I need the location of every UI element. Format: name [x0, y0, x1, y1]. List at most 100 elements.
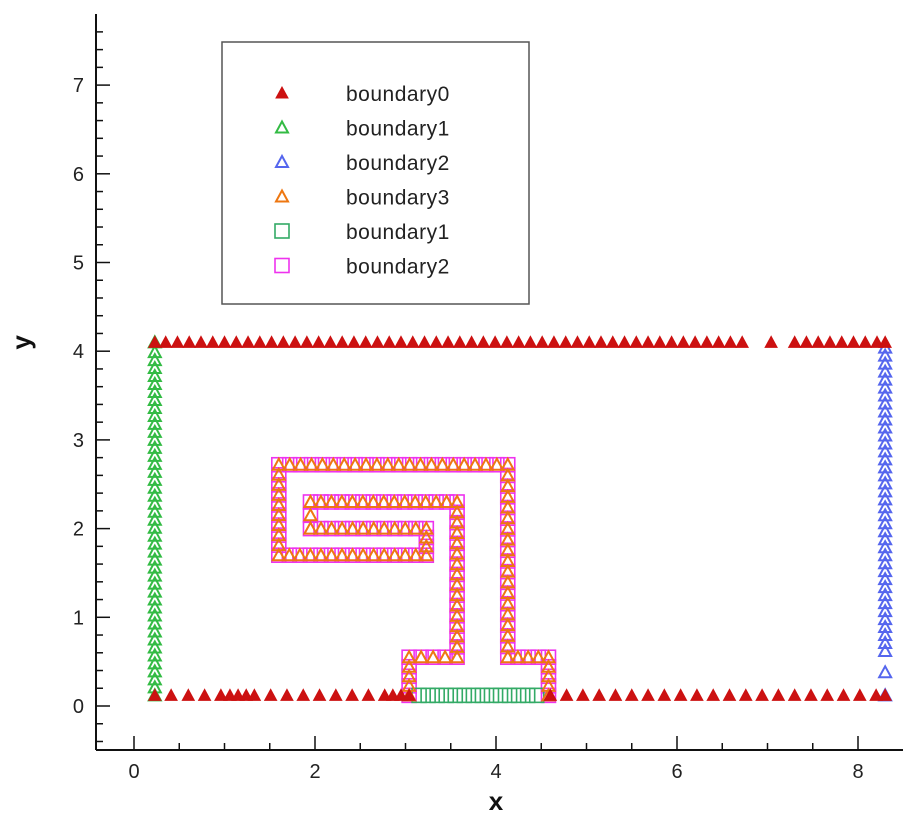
legend-marker: [274, 257, 290, 274]
data-point: [489, 456, 505, 471]
data-point: [547, 335, 561, 348]
data-point: [147, 567, 163, 582]
x-tick-label: 8: [852, 761, 863, 783]
data-point: [394, 335, 408, 348]
data-point: [263, 688, 278, 701]
data-point: [852, 688, 867, 701]
data-point: [535, 335, 549, 348]
legend-label: boundary3: [346, 187, 450, 210]
data-point: [877, 435, 893, 450]
data-point: [312, 688, 327, 701]
data-point: [387, 547, 403, 562]
legend-marker: [274, 188, 290, 203]
data-point: [391, 456, 407, 471]
data-point: [688, 335, 702, 348]
data-point: [877, 595, 893, 610]
data-point: [147, 575, 163, 590]
data-point: [358, 456, 374, 471]
data-point: [877, 603, 893, 618]
data-point: [302, 520, 319, 535]
data-point: [147, 503, 163, 518]
data-point: [147, 471, 163, 486]
data-point: [877, 563, 893, 578]
data-point: [449, 504, 465, 519]
data-point: [147, 447, 163, 462]
data-point: [334, 520, 350, 535]
x-tick-label: 0: [128, 761, 139, 783]
data-point: [877, 379, 893, 394]
data-point: [641, 688, 655, 701]
data-point: [382, 335, 397, 348]
data-point: [877, 499, 893, 514]
data-point: [313, 547, 329, 562]
data-point: [313, 493, 329, 508]
data-point: [147, 663, 163, 678]
data-point: [711, 335, 726, 348]
data-point: [334, 493, 350, 508]
data-point: [323, 547, 340, 562]
data-point: [877, 618, 893, 634]
data-point: [292, 456, 309, 471]
data-point: [147, 551, 163, 566]
data-point: [147, 583, 163, 598]
data-point: [271, 466, 287, 481]
legend-entry: boundary1: [274, 221, 449, 244]
data-point: [799, 335, 814, 348]
legend-label: boundary2: [346, 256, 450, 279]
data-point: [271, 456, 287, 471]
data-point: [664, 335, 679, 348]
data-point: [264, 335, 279, 348]
data-point: [147, 639, 163, 654]
data-point: [877, 411, 893, 426]
data-point: [303, 456, 320, 471]
data-point: [271, 516, 287, 532]
data-point: [355, 493, 371, 508]
series-4-boundary1: [411, 687, 545, 704]
data-point: [764, 335, 778, 348]
data-point: [271, 547, 287, 562]
data-point: [877, 555, 893, 570]
data-point: [434, 456, 451, 471]
data-point: [478, 456, 494, 471]
data-point: [519, 687, 536, 704]
data-point: [877, 587, 893, 602]
x-tick-label: 2: [309, 761, 320, 783]
data-point: [197, 688, 212, 701]
data-point: [449, 576, 465, 591]
data-point: [425, 649, 441, 664]
data-point: [413, 649, 429, 664]
data-point: [347, 335, 361, 348]
data-point: [358, 335, 373, 348]
data-point: [501, 687, 518, 704]
data-point: [520, 649, 536, 664]
data-point: [147, 351, 163, 367]
data-point: [147, 383, 163, 399]
data-point: [846, 335, 861, 348]
data-point: [447, 687, 464, 704]
data-point: [418, 520, 434, 535]
data-point: [858, 335, 873, 348]
data-point: [523, 335, 538, 348]
data-point: [811, 335, 826, 348]
legend-entry: boundary1: [274, 118, 449, 141]
data-point: [147, 655, 163, 670]
data-marks: [147, 334, 893, 704]
data-point: [528, 687, 545, 704]
y-tick-label: 5: [73, 253, 84, 275]
data-point: [464, 335, 479, 348]
data-point: [397, 547, 413, 562]
series-5-boundary2: [270, 456, 557, 704]
data-point: [271, 537, 287, 552]
data-point: [271, 476, 287, 491]
data-point: [147, 671, 163, 686]
data-point: [543, 688, 558, 701]
data-point: [449, 638, 465, 653]
y-tick-label: 4: [73, 341, 84, 363]
data-point: [345, 688, 359, 701]
data-point: [229, 335, 244, 348]
data-point: [877, 459, 893, 474]
data-point: [877, 475, 893, 490]
data-point: [877, 451, 893, 466]
data-point: [402, 688, 416, 701]
data-point: [302, 493, 319, 508]
